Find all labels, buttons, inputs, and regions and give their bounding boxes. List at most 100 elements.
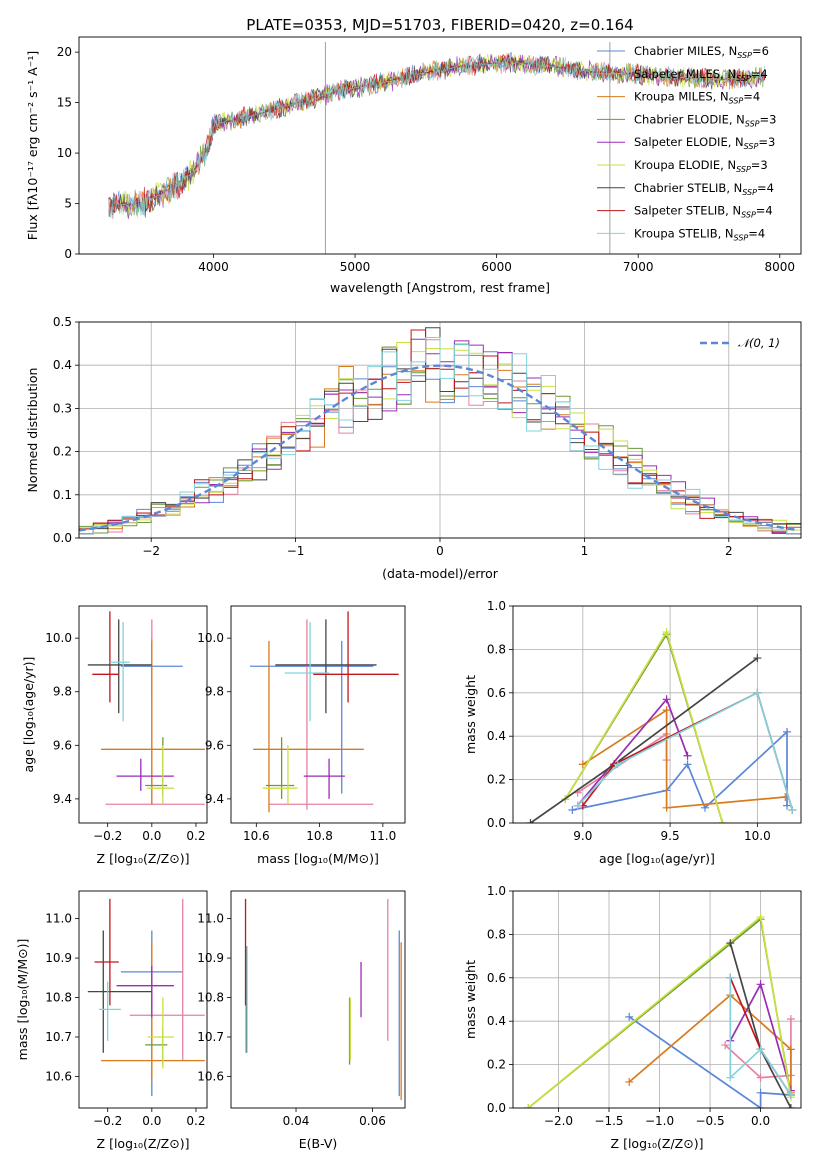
weight-vs-z-plot-area [524, 913, 795, 1108]
mass-vs-z-xtick-label: 0.0 [142, 1114, 161, 1128]
weight-vs-z-point [786, 1015, 795, 1024]
weight-vs-z-xlabel: Z [log₁₀(Z/Z⊙)] [611, 1136, 704, 1151]
weight-vs-z-series-1 [724, 1019, 792, 1079]
legend-entry-3: Chabrier ELODIE, NSSP=3 [634, 112, 776, 128]
mass-vs-z-ylabel: mass [log₁₀(M/M⊙)] [15, 939, 30, 1061]
residual-histogram-xtick-label: 1 [581, 544, 589, 558]
weight-vs-z-ytick-label: 0.4 [487, 1014, 506, 1028]
legend-entry-8: Kroupa STELIB, NSSP=4 [634, 226, 765, 242]
weight-vs-z-ytick-label: 0.6 [487, 971, 506, 985]
spectrum-ylabel: Flux [fλ10⁻¹⁷ erg cm⁻² s⁻¹ A⁻¹] [25, 51, 40, 240]
residual-histogram-ytick-label: 0.0 [53, 531, 72, 545]
residual-histogram-frame [78, 321, 802, 539]
weight-vs-z-series-0 [628, 1016, 791, 1108]
spectrum-frame [78, 36, 802, 255]
weight-vs-age-point [662, 695, 671, 704]
weight-vs-z-ytick-label: 0.2 [487, 1058, 506, 1072]
mass-vs-z-panel: −0.2 0.0 0.2 10.6 10.7 10.8 10.9 11.0 Z [log₁₀(Z… [15, 890, 208, 1151]
residual-histogram-xtick-label: 2 [725, 544, 733, 558]
weight-vs-age-point [526, 819, 535, 823]
legend-entry-0: Chabrier MILES, NSSP=6 [634, 44, 769, 60]
mass-vs-z-xtick-label: −0.2 [93, 1114, 122, 1128]
mass-vs-ebv-ytick-label: 11.0 [197, 912, 224, 926]
age-vs-mass-xtick-label: 11.0 [369, 829, 396, 843]
age-vs-z-panel: −0.2 0.0 0.2 9.4 9.6 9.8 10.0 Z [log₁₀(Z/Z⊙)] ag… [21, 605, 208, 866]
legend-entry-6: Chabrier STELIB, NSSP=4 [634, 181, 774, 197]
weight-vs-z-ytick-label: 0.0 [487, 1101, 506, 1115]
residual-histogram-xtick-label: −2 [142, 544, 160, 558]
weight-vs-age-point [753, 688, 762, 697]
weight-vs-age-series-8 [576, 691, 794, 811]
weight-vs-age-ytick-label: 1.0 [487, 599, 506, 613]
age-vs-mass-xtick-label: 10.6 [243, 829, 270, 843]
spectrum-xtick-label: 4000 [198, 260, 229, 274]
mass-vs-ebv-plot-area [244, 898, 402, 1101]
age-vs-mass-plot-area [249, 611, 399, 813]
spectrum-ytick-label: 15 [57, 96, 72, 110]
mass-vs-ebv-frame [230, 890, 406, 1109]
figure-title: PLATE=0353, MJD=51703, FIBERID=0420, z=0… [246, 16, 633, 34]
weight-vs-z-point [625, 1077, 634, 1086]
age-vs-mass-ytick-label: 9.8 [205, 685, 224, 699]
mass-vs-ebv-xlabel: E(B-V) [299, 1136, 338, 1151]
weight-vs-age-xtick-label: 9.5 [661, 829, 680, 843]
weight-vs-age-point [783, 727, 792, 736]
weight-vs-age-point [662, 628, 671, 637]
weight-vs-z-point [756, 1073, 765, 1082]
weight-vs-age-ylabel: mass weight [463, 675, 478, 754]
weight-vs-z-panel: −2.0 −1.5 −1.0 −0.5 0.0 0.0 0.2 0.4 0.6 0.8 1.0 Z [… [463, 884, 802, 1151]
legend-entry-5: Kroupa ELODIE, NSSP=3 [634, 158, 768, 174]
weight-vs-age-xtick-label: 10.0 [744, 829, 771, 843]
weight-vs-z-point [786, 1090, 795, 1099]
spectrum-panel: 4000 5000 6000 7000 8000 0 5 10 15 20 wavelength [… [25, 36, 802, 295]
spectrum-series-7 [108, 53, 766, 218]
weight-vs-age-series-2 [582, 708, 786, 809]
age-vs-mass-panel: 10.6 10.8 11.0 9.4 9.6 9.8 10.0 mass [log₁₀(M/M… [197, 605, 406, 866]
age-vs-z-plot-area [87, 611, 205, 805]
weight-vs-age-ytick-label: 0.6 [487, 686, 506, 700]
weight-vs-z-point [786, 1104, 795, 1108]
mass-vs-z-ytick-label: 10.8 [45, 991, 72, 1005]
weight-vs-age-point [662, 803, 671, 812]
mass-vs-ebv-ytick-label: 10.9 [197, 951, 224, 965]
residual-histogram-panel: −2 −1 0 1 2 0.0 0.1 0.2 0.3 0.4 0.5 (data-model)/er… [25, 315, 802, 581]
mass-vs-ebv-xtick-label: 0.06 [359, 1114, 386, 1128]
weight-vs-age-xlabel: age [log₁₀(age/yr)] [599, 851, 715, 866]
age-vs-mass-xtick-label: 10.8 [306, 829, 333, 843]
gaussian-curve [79, 364, 799, 532]
legend-entry-4: Salpeter ELODIE, NSSP=3 [634, 135, 775, 151]
weight-vs-age-point [568, 805, 577, 814]
spectrum-ytick-label: 5 [64, 197, 72, 211]
weight-vs-age-ytick-label: 0.0 [487, 816, 506, 830]
gaussian-legend-label: 𝒩(0, 1) [738, 336, 780, 350]
mass-vs-ebv-ytick-label: 10.7 [197, 1030, 224, 1044]
weight-vs-z-point [756, 1088, 765, 1097]
residual-histogram-ytick-label: 0.1 [53, 488, 72, 502]
mass-vs-z-frame [78, 890, 208, 1109]
mass-vs-ebv-xtick-label: 0.04 [283, 1114, 310, 1128]
mass-vs-z-xtick-label: 0.2 [186, 1114, 205, 1128]
weight-vs-z-point [726, 939, 735, 948]
residual-histogram-xtick-label: −1 [287, 544, 305, 558]
mass-vs-z-ytick-label: 10.9 [45, 951, 72, 965]
age-vs-z-frame [78, 605, 208, 824]
age-vs-z-ytick-label: 9.4 [53, 792, 72, 806]
residual-histogram-ytick-label: 0.5 [53, 315, 72, 329]
weight-vs-z-point [786, 1045, 795, 1054]
weight-vs-age-xtick-label: 9.0 [573, 829, 592, 843]
weight-vs-z-point [726, 1073, 735, 1082]
mass-vs-z-ytick-label: 11.0 [45, 912, 72, 926]
age-vs-mass-ytick-label: 10.0 [197, 631, 224, 645]
age-vs-z-ytick-label: 10.0 [45, 631, 72, 645]
weight-vs-age-point [783, 801, 792, 810]
age-vs-z-ytick-label: 9.6 [53, 738, 72, 752]
age-vs-z-ytick-label: 9.8 [53, 685, 72, 699]
spectrum-legend: Chabrier MILES, NSSP=6 Salpeter MILES, NS… [597, 44, 776, 242]
weight-vs-age-series-0 [572, 729, 788, 811]
weight-vs-z-point [756, 1104, 765, 1108]
residual-histogram-xtick-label: 0 [436, 544, 444, 558]
weight-vs-age-panel: 9.0 9.5 10.0 0.0 0.2 0.4 0.6 0.8 1.0 age [log₁₀(a… [463, 599, 802, 866]
mass-vs-ebv-ytick-label: 10.6 [197, 1069, 224, 1083]
legend-entry-7: Salpeter STELIB, NSSP=4 [634, 204, 773, 220]
weight-vs-z-series-8 [729, 977, 792, 1096]
